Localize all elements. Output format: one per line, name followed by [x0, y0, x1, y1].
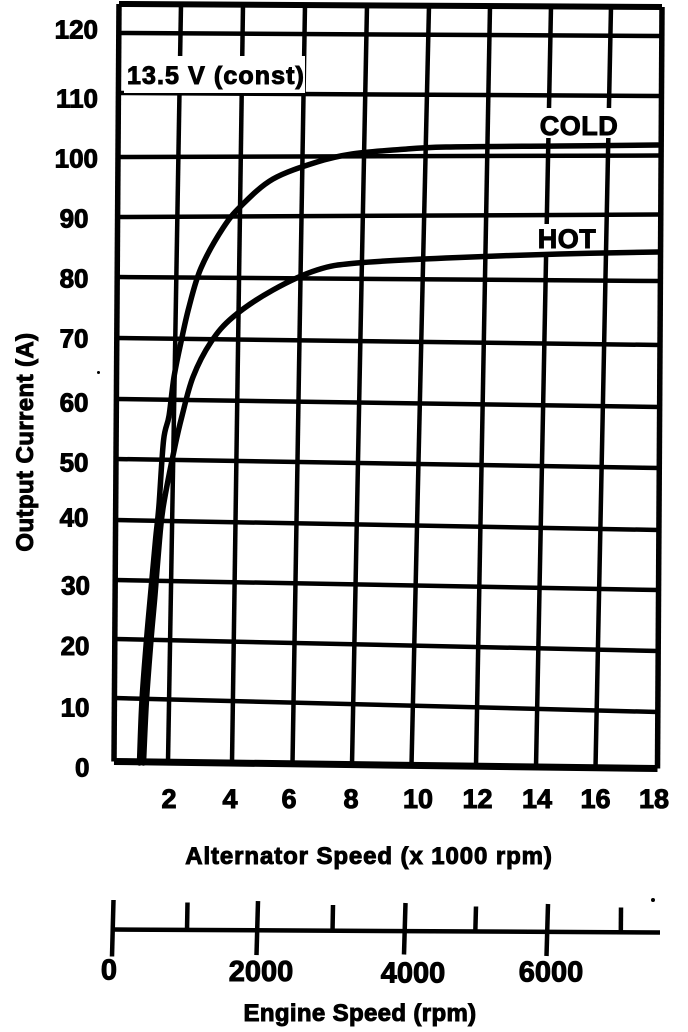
svg-text:80: 80: [60, 263, 89, 293]
svg-text:90: 90: [60, 203, 89, 233]
svg-text:40: 40: [60, 502, 89, 532]
svg-text:50: 50: [60, 447, 89, 477]
svg-text:120: 120: [55, 14, 98, 44]
svg-text:70: 70: [60, 323, 89, 353]
svg-text:110: 110: [56, 83, 98, 113]
svg-text:6000: 6000: [519, 957, 584, 989]
svg-text:10: 10: [403, 784, 433, 814]
svg-text:6: 6: [281, 784, 296, 814]
svg-text:18: 18: [639, 784, 669, 814]
svg-text:14: 14: [522, 784, 552, 814]
svg-text:16: 16: [580, 784, 610, 814]
svg-text:30: 30: [61, 570, 90, 600]
svg-text:60: 60: [60, 387, 89, 417]
svg-text:0: 0: [75, 752, 89, 782]
svg-text:12: 12: [462, 784, 492, 814]
svg-text:100: 100: [55, 143, 98, 173]
svg-text:2: 2: [161, 784, 176, 814]
svg-text:COLD: COLD: [540, 111, 619, 141]
svg-text:Alternator Speed (x 1000 rpm): Alternator Speed (x 1000 rpm): [185, 843, 553, 870]
svg-text:Engine Speed (rpm): Engine Speed (rpm): [244, 1000, 477, 1027]
svg-text:Output Current (A): Output Current (A): [12, 332, 39, 551]
svg-text:13.5 V (const): 13.5 V (const): [127, 62, 305, 90]
svg-text:4: 4: [222, 784, 237, 814]
svg-text:0: 0: [101, 955, 117, 987]
svg-text:2000: 2000: [229, 956, 294, 988]
svg-text:10: 10: [61, 692, 90, 722]
svg-text:HOT: HOT: [538, 224, 597, 254]
svg-text:4000: 4000: [381, 958, 446, 990]
svg-text:20: 20: [61, 631, 90, 661]
svg-text:8: 8: [343, 784, 358, 814]
